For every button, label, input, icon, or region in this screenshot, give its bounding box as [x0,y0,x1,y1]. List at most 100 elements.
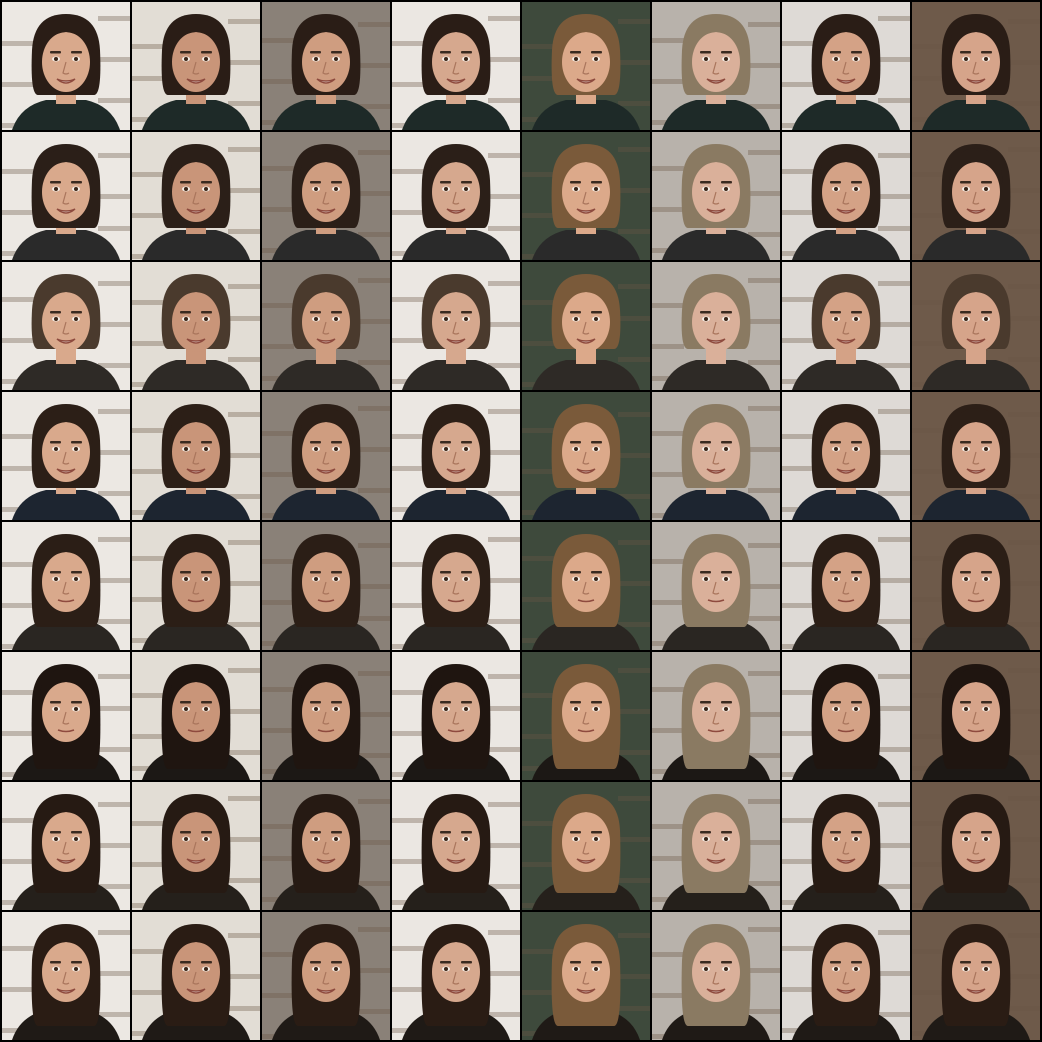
face-image [392,912,520,1040]
face-thumbnail [262,652,390,780]
face-thumbnail [262,782,390,910]
face-image [912,392,1040,520]
face-thumbnail [652,522,780,650]
face-thumbnail [522,132,650,260]
face-image [652,912,780,1040]
face-image [782,652,910,780]
face-thumbnail [392,132,520,260]
face-thumbnail [2,782,130,910]
face-image [262,782,390,910]
face-thumbnail [2,912,130,1040]
face-thumbnail [522,652,650,780]
face-thumbnail [2,262,130,390]
face-thumbnail [912,522,1040,650]
face-image [652,782,780,910]
face-image [782,392,910,520]
face-image [912,912,1040,1040]
face-image [2,652,130,780]
face-image [652,522,780,650]
face-image [2,132,130,260]
face-thumbnail [132,392,260,520]
face-image [132,132,260,260]
face-image [392,262,520,390]
face-thumbnail [2,392,130,520]
face-image [522,2,650,130]
face-image [782,782,910,910]
face-thumbnail [132,782,260,910]
face-image [2,912,130,1040]
face-image [132,912,260,1040]
face-thumbnail [652,912,780,1040]
face-image [392,782,520,910]
face-thumbnail [652,782,780,910]
face-image [912,262,1040,390]
face-image [262,392,390,520]
face-thumbnail [912,392,1040,520]
face-thumbnail [262,912,390,1040]
face-thumbnail [912,912,1040,1040]
face-thumbnail [262,262,390,390]
face-thumbnail [782,262,910,390]
face-thumbnail [522,392,650,520]
face-image [262,262,390,390]
face-thumbnail [782,652,910,780]
face-image [392,2,520,130]
face-thumbnail [262,392,390,520]
face-thumbnail [522,522,650,650]
face-image [262,132,390,260]
face-thumbnail [912,262,1040,390]
face-thumbnail [2,522,130,650]
face-image [392,132,520,260]
face-image [652,392,780,520]
face-thumbnail [912,782,1040,910]
face-image [912,132,1040,260]
face-image [132,262,260,390]
face-thumbnail [912,132,1040,260]
face-thumbnail [782,392,910,520]
face-image [132,2,260,130]
face-image [652,262,780,390]
face-image [652,132,780,260]
face-thumbnail [132,522,260,650]
face-thumbnail [392,392,520,520]
face-thumbnail [262,2,390,130]
face-thumbnail [912,652,1040,780]
face-thumbnail [132,2,260,130]
face-thumbnail [652,392,780,520]
face-thumbnail [652,652,780,780]
face-thumbnail [912,2,1040,130]
face-thumbnail [652,132,780,260]
face-image [782,2,910,130]
face-image [132,392,260,520]
face-image [2,2,130,130]
face-thumbnail [522,262,650,390]
face-image [522,522,650,650]
face-image [912,652,1040,780]
face-image [262,2,390,130]
face-thumbnail [782,912,910,1040]
face-thumbnail [522,782,650,910]
face-thumbnail [132,652,260,780]
face-thumbnail [782,132,910,260]
face-image [652,2,780,130]
face-thumbnail [522,912,650,1040]
face-thumbnail [2,652,130,780]
face-image [522,392,650,520]
face-image [522,652,650,780]
face-image [262,912,390,1040]
face-thumbnail [392,652,520,780]
face-image [262,522,390,650]
face-image [2,782,130,910]
face-image [522,132,650,260]
face-image [782,522,910,650]
face-image [262,652,390,780]
face-image [912,2,1040,130]
face-image [2,392,130,520]
face-image [132,522,260,650]
face-thumbnail [652,262,780,390]
face-thumbnail [782,2,910,130]
face-image [652,652,780,780]
face-thumbnail [132,912,260,1040]
face-thumbnail [2,132,130,260]
